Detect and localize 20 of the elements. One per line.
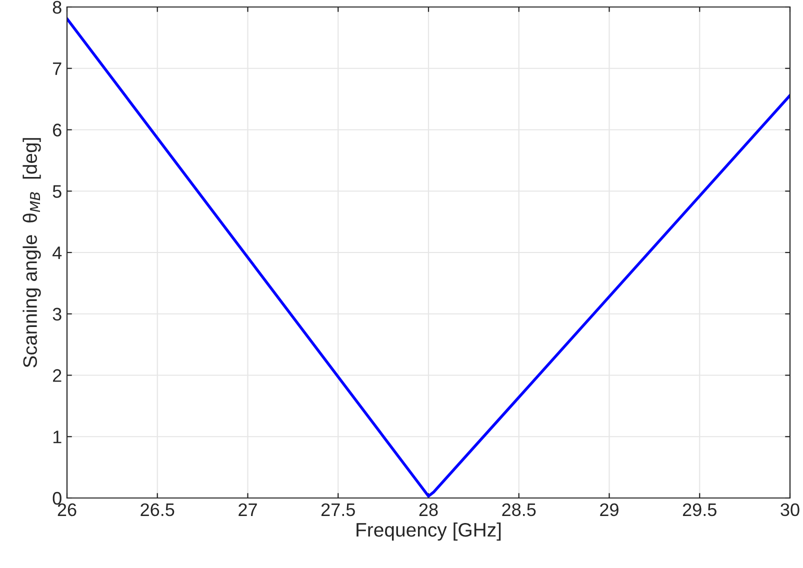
x-tick-label: 26	[58, 503, 76, 516]
y-tick-label: 6	[53, 124, 62, 136]
y-tick-label: 4	[52, 246, 62, 260]
x-tick-label: 29	[600, 503, 618, 516]
y-axis-title: Scanning angle θ$_{MB}$ [deg]	[22, 138, 41, 368]
x-axis-title: Frequency [GHz]	[356, 522, 501, 541]
y-tick-label: 1	[53, 430, 62, 444]
y-tick-label: 3	[52, 308, 62, 321]
x-tick-label: 28.5	[502, 503, 536, 516]
x-tick-label: 26.5	[140, 503, 174, 516]
x-tick-label: 28	[419, 503, 438, 516]
x-tick-label: 27.5	[321, 503, 355, 516]
x-tick-label: 29.5	[682, 503, 716, 516]
y-tick-label: 8	[52, 0, 62, 14]
y-tick-label: 7	[53, 62, 62, 75]
y-tick-label: 0	[52, 492, 62, 505]
y-tick-label: 2	[53, 369, 62, 382]
x-tick-label: 30	[780, 503, 800, 516]
y-tick-label: 5	[52, 185, 62, 198]
x-tick-label: 27	[238, 503, 257, 516]
